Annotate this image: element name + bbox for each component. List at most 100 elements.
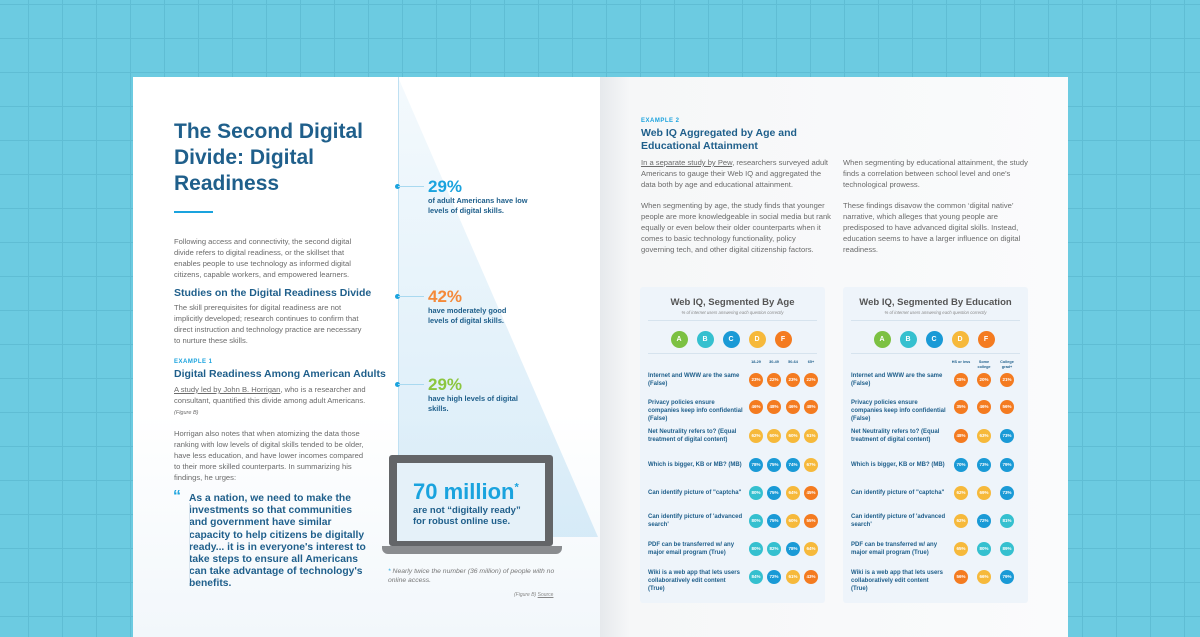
value-badge: 62% bbox=[954, 486, 968, 500]
question-label: Internet and WWW are the same (False) bbox=[851, 373, 943, 387]
example2-heading: Web IQ Aggregated by Age and Educational… bbox=[641, 127, 797, 152]
value-badge: 78% bbox=[786, 542, 800, 556]
question-label: Which is bigger, KB or MB? (MB) bbox=[648, 462, 742, 468]
divider bbox=[648, 353, 817, 354]
value-badge: 28% bbox=[954, 373, 968, 387]
question-label: Net Neutrality refers to? (Equal treatme… bbox=[851, 429, 940, 443]
value-badge: 61% bbox=[804, 429, 818, 443]
stat-1: 42% have moderately good levels of digita… bbox=[395, 287, 528, 325]
value-badge: 46% bbox=[786, 400, 800, 414]
value-badge: 73% bbox=[1000, 429, 1014, 443]
timeline-connector bbox=[398, 186, 424, 187]
big-stat: 70 million* bbox=[413, 479, 545, 505]
quote-bar bbox=[189, 503, 190, 583]
column-header: 50-64 bbox=[788, 360, 798, 364]
table-education: Web IQ, Segmented By Education % of inter… bbox=[843, 287, 1028, 603]
grade-badge-B: B bbox=[696, 331, 714, 348]
laptop-screen: 70 million* are not “digitally ready” fo… bbox=[397, 463, 545, 541]
stat-text: have moderately good levels of digital s… bbox=[428, 306, 507, 325]
table-title: Web IQ, Segmented By Education bbox=[859, 297, 1012, 308]
quote-mark-icon: “ bbox=[173, 488, 181, 505]
column-header: College grad+ bbox=[1000, 360, 1014, 369]
source-link[interactable]: Source bbox=[537, 592, 554, 598]
question-label: Privacy policies ensure companies keep i… bbox=[648, 400, 743, 422]
grade-badge-F: F bbox=[774, 331, 792, 348]
value-badge: 75% bbox=[767, 458, 781, 472]
value-badge: 46% bbox=[977, 400, 991, 414]
value-badge: 48% bbox=[767, 400, 781, 414]
value-badge: 75% bbox=[767, 514, 781, 528]
right-p1: In a separate study by Pew, researchers … bbox=[641, 157, 831, 190]
stat-text: have high levels of digital skills. bbox=[428, 394, 518, 413]
question-label: Can identify picture of "captcha" bbox=[851, 490, 945, 496]
question-label: Can identify picture of "captcha" bbox=[648, 490, 742, 496]
value-badge: 21% bbox=[1000, 373, 1014, 387]
stat-2: 29% have high levels of digital skills. bbox=[395, 375, 528, 413]
right-p4: These findings disavow the common ‘digit… bbox=[843, 201, 1021, 254]
stat-0: 29% of adult Americans have low levels of… bbox=[395, 177, 528, 215]
big-stat-value: 70 million bbox=[413, 479, 515, 504]
value-badge: 78% bbox=[749, 458, 763, 472]
example1-kicker: EXAMPLE 1 bbox=[174, 359, 213, 365]
grade-badge-A: A bbox=[670, 331, 688, 348]
example2-kicker: EXAMPLE 2 bbox=[641, 118, 680, 124]
question-label: Can identify picture of 'advanced search… bbox=[851, 514, 946, 528]
table-subtitle: % of internet users answering each quest… bbox=[681, 310, 784, 315]
grade-badge-C: C bbox=[722, 331, 740, 348]
timeline-connector bbox=[398, 296, 424, 297]
value-badge: 64% bbox=[804, 542, 818, 556]
value-badge: 23% bbox=[786, 373, 800, 387]
question-label: Which is bigger, KB or MB? (MB) bbox=[851, 462, 945, 468]
example1-heading: Digital Readiness Among American Adults bbox=[174, 368, 386, 380]
timeline-dot-icon bbox=[395, 382, 400, 387]
column-header: 65+ bbox=[807, 360, 815, 364]
p1-text: , researchers surveyed adult Americans t… bbox=[641, 158, 828, 189]
value-badge: 62% bbox=[749, 429, 763, 443]
laptop-base bbox=[382, 546, 562, 554]
value-badge: 70% bbox=[954, 458, 968, 472]
stat-percent: 42% bbox=[428, 287, 463, 306]
value-badge: 20% bbox=[977, 373, 991, 387]
timeline-connector bbox=[398, 384, 424, 385]
value-badge: 66% bbox=[977, 570, 991, 584]
value-badge: 23% bbox=[749, 373, 763, 387]
pew-study-link[interactable]: In a separate study by Pew bbox=[641, 158, 733, 167]
value-badge: 60% bbox=[767, 429, 781, 443]
value-badge: 69% bbox=[977, 486, 991, 500]
value-badge: 45% bbox=[804, 486, 818, 500]
value-badge: 22% bbox=[767, 373, 781, 387]
question-label: Can identify picture of 'advanced search… bbox=[648, 514, 743, 528]
value-badge: 60% bbox=[786, 514, 800, 528]
value-badge: 48% bbox=[804, 400, 818, 414]
footnote: * Nearly twice the number (36 million) o… bbox=[388, 567, 558, 585]
value-badge: 73% bbox=[977, 458, 991, 472]
value-badge: 55% bbox=[804, 514, 818, 528]
timeline-line bbox=[398, 77, 399, 462]
footnote-text: Nearly twice the number (36 million) of … bbox=[388, 568, 555, 584]
studies-heading: Studies on the Digital Readiness Divide bbox=[174, 287, 372, 299]
divider bbox=[851, 353, 1020, 354]
value-badge: 46% bbox=[749, 400, 763, 414]
stat-percent: 29% bbox=[428, 177, 463, 196]
horrigan-study-link[interactable]: A study led by John B. Horrigan bbox=[174, 385, 281, 394]
stat-percent: 29% bbox=[428, 375, 463, 394]
value-badge: 72% bbox=[767, 570, 781, 584]
quote-text: As a nation, we need to make the investm… bbox=[189, 493, 366, 590]
timeline-dot-icon bbox=[395, 294, 400, 299]
right-p2: When segmenting by age, the study finds … bbox=[641, 201, 831, 254]
column-header: 18-29 bbox=[751, 360, 761, 364]
value-badge: 65% bbox=[954, 542, 968, 556]
value-badge: 64% bbox=[786, 486, 800, 500]
question-label: Wiki is a web app that lets users collab… bbox=[648, 570, 740, 592]
question-label: Net Neutrality refers to? (Equal treatme… bbox=[648, 429, 737, 443]
value-badge: 79% bbox=[1000, 570, 1014, 584]
grade-badge-D: D bbox=[748, 331, 766, 348]
value-badge: 67% bbox=[804, 458, 818, 472]
question-label: Wiki is a web app that lets users collab… bbox=[851, 570, 943, 592]
value-badge: 56% bbox=[1000, 400, 1014, 414]
value-badge: 81% bbox=[1000, 514, 1014, 528]
grade-badge-D: D bbox=[951, 331, 969, 348]
column-header: Some college bbox=[977, 360, 991, 369]
divider bbox=[648, 320, 817, 321]
column-header: 30-49 bbox=[769, 360, 779, 364]
